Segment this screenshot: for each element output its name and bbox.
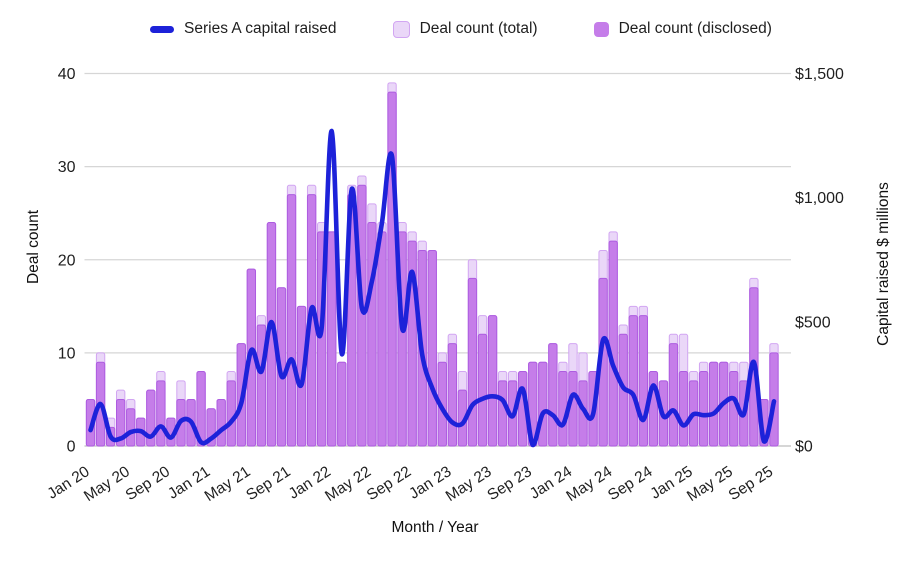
x-axis-tick-label: May 23 [443,463,495,505]
bar-disclosed-Feb-21[interactable] [216,398,226,447]
legend-item-total[interactable]: Deal count (total) [392,20,538,38]
bar-disclosed-Nov-22[interactable] [427,249,437,447]
left-axis-tick-label: 20 [58,252,76,269]
bar-disclosed-Dec-20[interactable] [196,371,206,447]
bar-disclosed-Mar-25[interactable] [708,361,719,447]
x-axis-tick-label: Sep 22 [364,463,414,504]
right-axis-tick-label: $1,000 [795,190,844,207]
x-axis-tick-label: May 22 [322,463,374,505]
bar-disclosed-Jun-21[interactable] [256,324,267,447]
x-axis-tick-label: May 25 [684,463,736,505]
bar-disclosed-Jan-23[interactable] [447,343,458,447]
legend-label-series-a: Series A capital raised [184,20,337,37]
x-axis-tick-label: Sep 24 [605,463,656,504]
bar-disclosed-Oct-23[interactable] [538,361,548,447]
x-axis-tick-label: Sep 21 [243,463,293,504]
bar-disclosed-Nov-23[interactable] [548,343,558,447]
line-swatch-icon [150,25,175,33]
bar-disclosed-Mar-21[interactable] [226,380,236,447]
bar-disclosed-Feb-25[interactable] [698,371,709,447]
x-axis-tick-label: May 21 [202,463,254,505]
x-axis-tick-label: Sep 20 [123,463,174,504]
bar-disclosed-Apr-23[interactable] [477,333,488,447]
x-axis-tick-label: Sep 23 [484,463,534,504]
bar-disclosed-Aug-20[interactable] [156,380,166,447]
right-axis-tick-label: $1,500 [795,66,844,83]
bar-disclosed-May-20[interactable] [126,408,136,447]
left-axis-tick-label: 10 [58,345,76,362]
chart-legend: Series A capital raised Deal count (tota… [0,20,922,38]
bar-disclosed-May-23[interactable] [487,315,498,447]
x-axis-tick-label: Sep 25 [726,463,776,504]
left-axis-tick-label: 40 [58,66,76,83]
bar-disclosed-Feb-22[interactable] [337,361,347,447]
bar-disclosed-Jan-22[interactable] [327,231,337,447]
bar-disclosed-Apr-22[interactable] [357,184,367,447]
legend-item-series-a[interactable]: Series A capital raised [150,20,337,38]
bar-total-swatch-icon [392,20,410,38]
left-axis-title: Deal count [25,209,42,284]
x-axis-tick-label: May 20 [81,463,133,505]
bar-disclosed-Jul-22[interactable] [387,91,397,447]
legend-label-total: Deal count (total) [419,20,538,37]
bar-disclosed-Mar-23[interactable] [467,277,478,447]
legend-item-disclosed[interactable]: Deal count (disclosed) [593,20,772,38]
right-axis-tick-label: $500 [795,314,831,331]
bar-disclosed-Jun-23[interactable] [497,380,508,447]
bar-disclosed-Apr-20[interactable] [116,398,126,447]
left-axis-tick-label: 0 [67,439,76,456]
series-a-capital-line[interactable] [88,128,777,448]
right-axis-tick-label: $0 [795,439,813,456]
left-axis-tick-label: 30 [58,159,76,176]
bar-disclosed-Jun-22[interactable] [377,231,387,447]
bar-disclosed-Sep-24[interactable] [648,371,659,447]
bar-disclosed-Nov-24[interactable] [668,343,679,447]
bar-disclosed-Jul-24[interactable] [628,315,638,447]
bar-disclosed-Dec-24[interactable] [678,371,689,447]
legend-label-disclosed: Deal count (disclosed) [618,20,772,37]
x-axis-title: Month / Year [391,519,479,536]
bar-disclosed-May-24[interactable] [608,240,618,447]
bar-disclosed-Aug-24[interactable] [638,315,648,447]
x-axis-tick-label: May 24 [563,463,615,505]
bar-disclosed-swatch-icon [593,21,609,37]
right-axis-title: Capital raised $ millions [875,182,892,346]
bar-disclosed-Sep-21[interactable] [286,194,297,447]
